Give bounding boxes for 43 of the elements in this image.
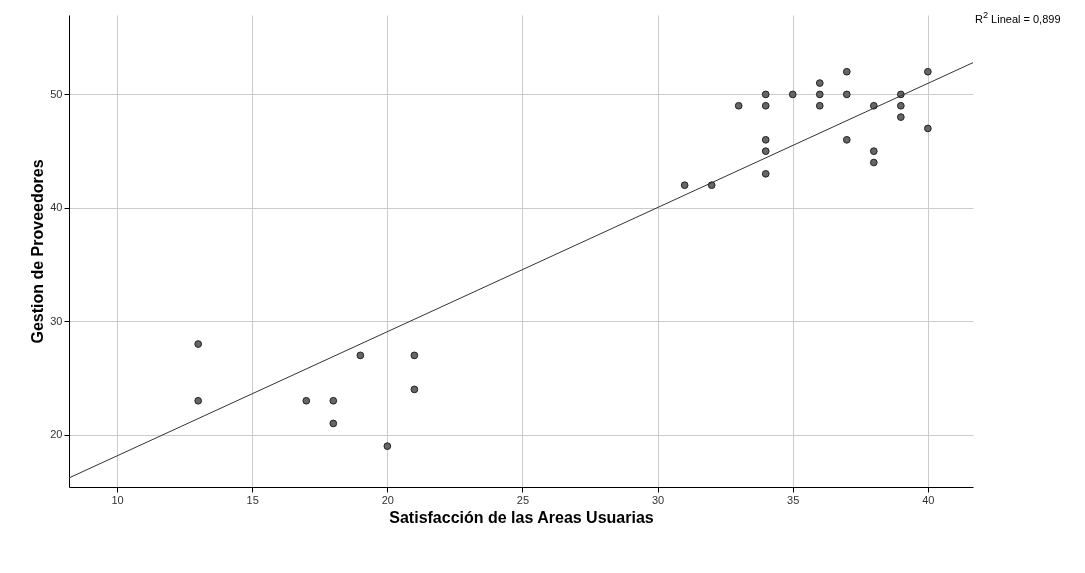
point (356, 351, 365, 360)
point (869, 158, 878, 167)
point (761, 101, 770, 110)
point (896, 113, 905, 121)
point (788, 90, 797, 99)
point (680, 181, 689, 190)
point (924, 67, 932, 76)
point (761, 147, 770, 155)
point (761, 135, 770, 144)
point (815, 90, 824, 99)
x-tick-label: 10 (111, 493, 124, 506)
point (815, 101, 824, 110)
x-tick-label: 25 (516, 493, 530, 506)
y-axis-title: Gestion de Proveedores (29, 159, 47, 344)
point (761, 170, 770, 178)
point (302, 396, 311, 405)
x-tick-label: 20 (381, 493, 394, 506)
point (329, 419, 338, 428)
point (734, 101, 743, 110)
point (842, 135, 851, 144)
y-tick-label: 50 (50, 87, 63, 100)
x-tick-label: 35 (787, 493, 800, 506)
point (194, 396, 203, 405)
point (842, 90, 851, 99)
point (896, 101, 905, 110)
y-tick-label: 30 (50, 314, 63, 327)
point (383, 442, 392, 450)
x-tick-label: 40 (922, 493, 935, 506)
point (410, 385, 419, 394)
point (761, 90, 770, 99)
text: R$^{2}$ Lineal = 0,899 (975, 10, 1061, 25)
point (869, 147, 878, 155)
x-tick-label: 30 (651, 493, 665, 506)
y-tick-label: 20 (50, 428, 63, 441)
x-tick-label: 15 (246, 493, 259, 506)
x-axis-title: Satisfacción de las Areas Usuarias (389, 508, 654, 526)
point (410, 351, 419, 360)
y-tick-label: 40 (50, 201, 63, 214)
point (815, 79, 824, 87)
point (194, 340, 203, 348)
point (924, 124, 932, 133)
point (842, 67, 851, 76)
point (329, 396, 338, 405)
